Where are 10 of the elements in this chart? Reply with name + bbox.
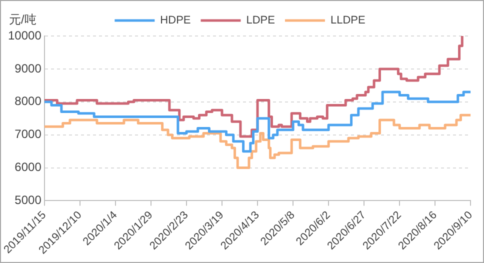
y-tick-label: 10000: [8, 28, 42, 42]
legend-label: LDPE: [246, 14, 275, 27]
y-tick-label: 5000: [14, 193, 42, 208]
y-tick-label: 6000: [14, 160, 42, 174]
legend-label: HDPE: [160, 14, 191, 27]
legend-label: LLDPE: [330, 14, 366, 27]
y-tick-label: 7000: [14, 127, 42, 142]
y-tick-label: 9000: [14, 61, 42, 76]
y-tick-label: 8000: [14, 94, 42, 108]
y-axis-title: 元/吨: [9, 12, 36, 26]
